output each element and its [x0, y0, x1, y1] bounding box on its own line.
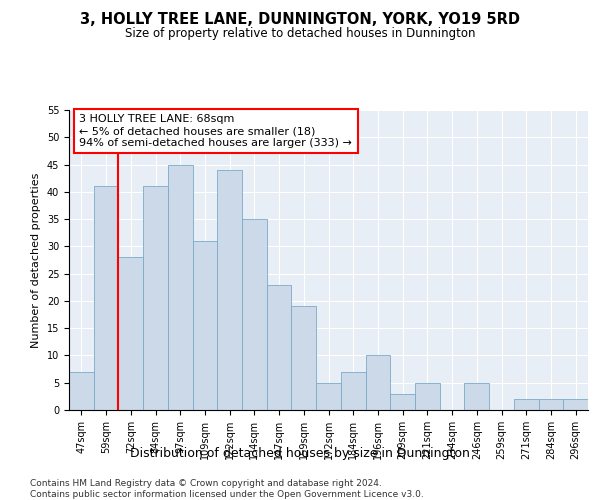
Y-axis label: Number of detached properties: Number of detached properties: [31, 172, 41, 348]
Bar: [464, 382, 489, 410]
Bar: [539, 399, 563, 410]
Bar: [168, 164, 193, 410]
Bar: [267, 284, 292, 410]
Text: Contains public sector information licensed under the Open Government Licence v3: Contains public sector information licen…: [30, 490, 424, 499]
Bar: [316, 382, 341, 410]
Bar: [292, 306, 316, 410]
Bar: [242, 219, 267, 410]
Bar: [94, 186, 118, 410]
Bar: [563, 399, 588, 410]
Bar: [193, 241, 217, 410]
Text: 3, HOLLY TREE LANE, DUNNINGTON, YORK, YO19 5RD: 3, HOLLY TREE LANE, DUNNINGTON, YORK, YO…: [80, 12, 520, 28]
Text: Distribution of detached houses by size in Dunnington: Distribution of detached houses by size …: [130, 448, 470, 460]
Bar: [514, 399, 539, 410]
Bar: [118, 258, 143, 410]
Text: Size of property relative to detached houses in Dunnington: Size of property relative to detached ho…: [125, 28, 475, 40]
Text: 3 HOLLY TREE LANE: 68sqm
← 5% of detached houses are smaller (18)
94% of semi-de: 3 HOLLY TREE LANE: 68sqm ← 5% of detache…: [79, 114, 352, 148]
Bar: [415, 382, 440, 410]
Bar: [341, 372, 365, 410]
Bar: [69, 372, 94, 410]
Bar: [390, 394, 415, 410]
Bar: [365, 356, 390, 410]
Bar: [217, 170, 242, 410]
Bar: [143, 186, 168, 410]
Text: Contains HM Land Registry data © Crown copyright and database right 2024.: Contains HM Land Registry data © Crown c…: [30, 479, 382, 488]
